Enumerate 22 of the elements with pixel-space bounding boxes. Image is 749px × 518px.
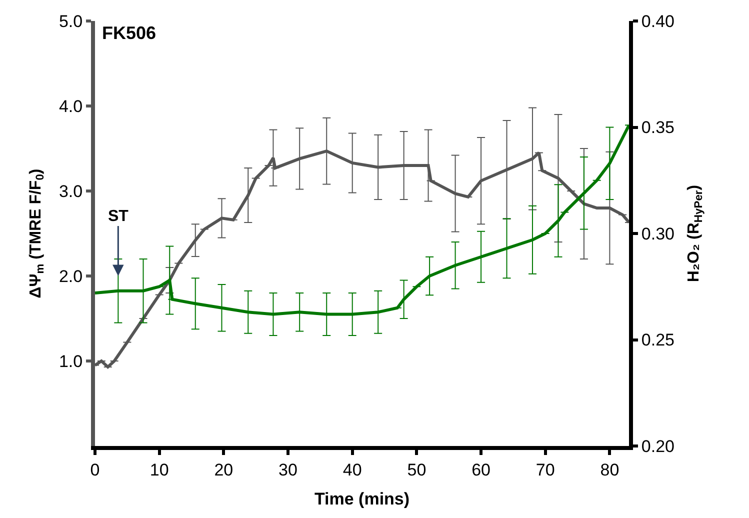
y2-tick-label: 0.25 — [641, 330, 674, 350]
x-tick-label: 20 — [214, 460, 234, 480]
y-tick-label: 1.0 — [58, 352, 83, 371]
y-tick-label: 2.0 — [58, 266, 83, 286]
y-tick-label: 3.0 — [58, 182, 83, 201]
y-tick-label: 4.0 — [58, 96, 83, 116]
y2-tick-label: 0.40 — [641, 12, 674, 31]
x-tick-label: 30 — [278, 460, 298, 480]
x-axis-title: Time (mins) — [314, 489, 410, 508]
x-tick-label: 70 — [536, 460, 555, 480]
x-tick-label: 60 — [472, 460, 490, 480]
x-tick-label: 10 — [150, 460, 169, 480]
x-tick-label: 0 — [90, 460, 100, 480]
y2-tick-label: 0.20 — [641, 436, 674, 456]
y-tick-label: 5.0 — [58, 12, 83, 31]
chart-title: FK506 — [102, 23, 156, 43]
x-tick-label: 80 — [600, 460, 620, 480]
annotation: ST — [108, 208, 129, 225]
y2-tick-label: 0.30 — [641, 224, 674, 244]
y2-tick-label: 0.35 — [641, 118, 674, 138]
x-tick-label: 50 — [407, 460, 426, 480]
x-tick-label: 40 — [342, 460, 362, 480]
